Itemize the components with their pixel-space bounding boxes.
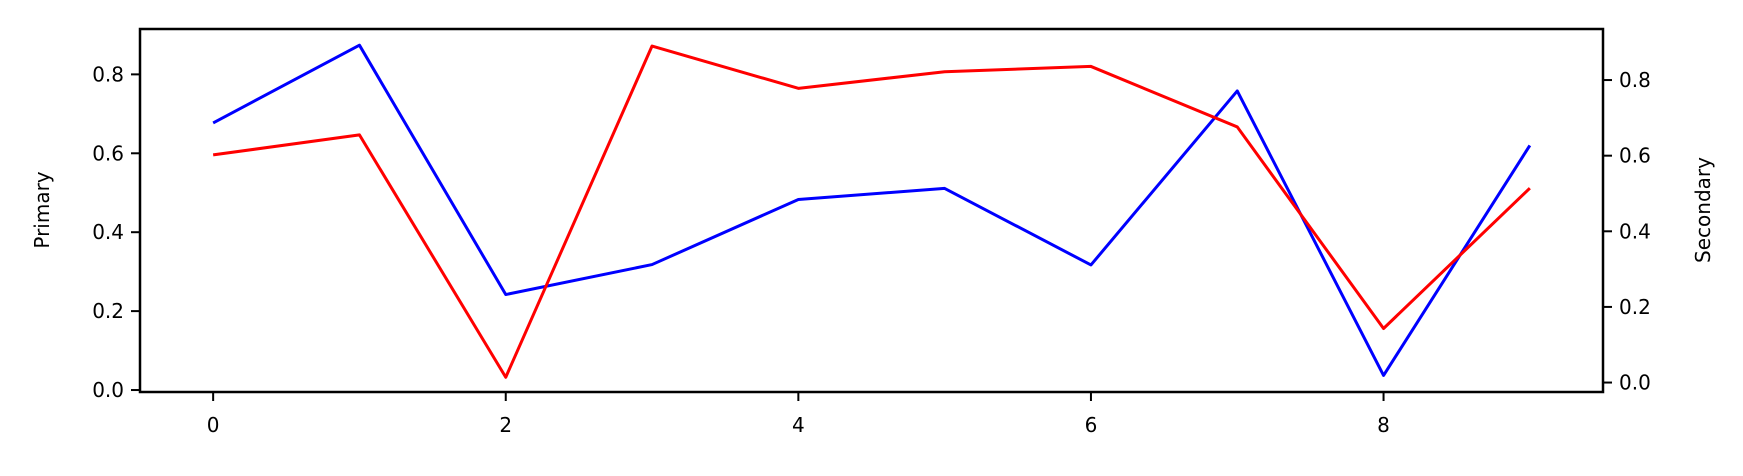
y-right-tick-label: 0.8 bbox=[1619, 68, 1651, 92]
x-tick-label: 0 bbox=[207, 413, 220, 437]
series-layer bbox=[212, 43, 1532, 379]
x-axis: 0 2 4 6 8 bbox=[207, 392, 1390, 437]
y-axis-left-title: Primary bbox=[30, 171, 54, 248]
y-axis-right-title: Secondary bbox=[1691, 157, 1715, 263]
plot-area bbox=[138, 27, 1605, 394]
y-right-tick-label: 0.2 bbox=[1619, 295, 1651, 319]
y-axis-left: 0.0 0.2 0.4 0.6 0.8 bbox=[92, 62, 140, 402]
primary-series-line bbox=[212, 43, 1532, 377]
y-left-tick-label: 0.2 bbox=[92, 299, 124, 323]
secondary-series-line bbox=[212, 44, 1531, 379]
plot-frame bbox=[138, 27, 1605, 394]
y-axis-right: 0.0 0.2 0.4 0.6 0.8 bbox=[1603, 68, 1651, 395]
y-left-tick-label: 0.0 bbox=[92, 378, 124, 402]
y-left-tick-label: 0.8 bbox=[92, 62, 124, 86]
x-tick-label: 6 bbox=[1085, 413, 1098, 437]
y-right-tick-label: 0.0 bbox=[1619, 371, 1651, 395]
y-left-tick-label: 0.4 bbox=[92, 220, 124, 244]
x-tick-label: 4 bbox=[792, 413, 805, 437]
y-right-tick-label: 0.4 bbox=[1619, 219, 1651, 243]
y-left-tick-label: 0.6 bbox=[92, 141, 124, 165]
x-tick-label: 2 bbox=[499, 413, 512, 437]
x-tick-label: 8 bbox=[1377, 413, 1390, 437]
y-right-tick-label: 0.6 bbox=[1619, 144, 1651, 168]
